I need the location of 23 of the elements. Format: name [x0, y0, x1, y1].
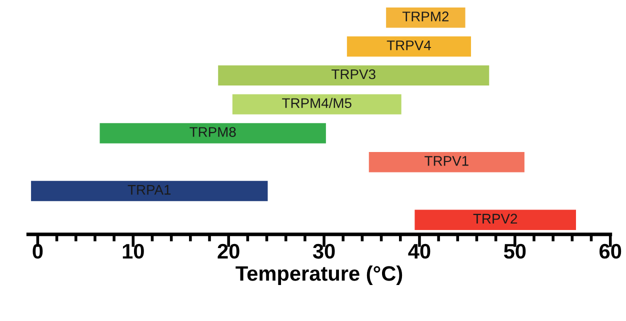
x-tick-label: 20: [218, 244, 240, 259]
x-tick-label: 10: [122, 244, 144, 259]
data-label: TRPM2: [402, 12, 449, 22]
data-label: TRPV1: [424, 156, 468, 166]
data-label: TRPV4: [386, 40, 431, 50]
bar: [100, 123, 326, 144]
x-tick-label: 60: [600, 244, 622, 259]
x-tick-label: 40: [408, 244, 430, 259]
x-tick-label: 50: [504, 244, 526, 259]
x-tick-label: 30: [312, 244, 335, 259]
bar: [386, 8, 466, 28]
data-label: TRPV2: [473, 214, 518, 224]
data-label: TRPM4/M5: [282, 98, 352, 108]
x-axis-title: Temperature (°C): [236, 266, 402, 285]
bar: [31, 180, 268, 202]
bar: [346, 36, 472, 57]
bar: [414, 210, 576, 230]
bar: [232, 94, 402, 114]
data-label: TRPA1: [128, 185, 171, 195]
data-label: TRPM8: [190, 127, 236, 137]
bar: [218, 65, 490, 86]
bar: [368, 152, 524, 172]
data-label: TRPV3: [332, 69, 376, 80]
